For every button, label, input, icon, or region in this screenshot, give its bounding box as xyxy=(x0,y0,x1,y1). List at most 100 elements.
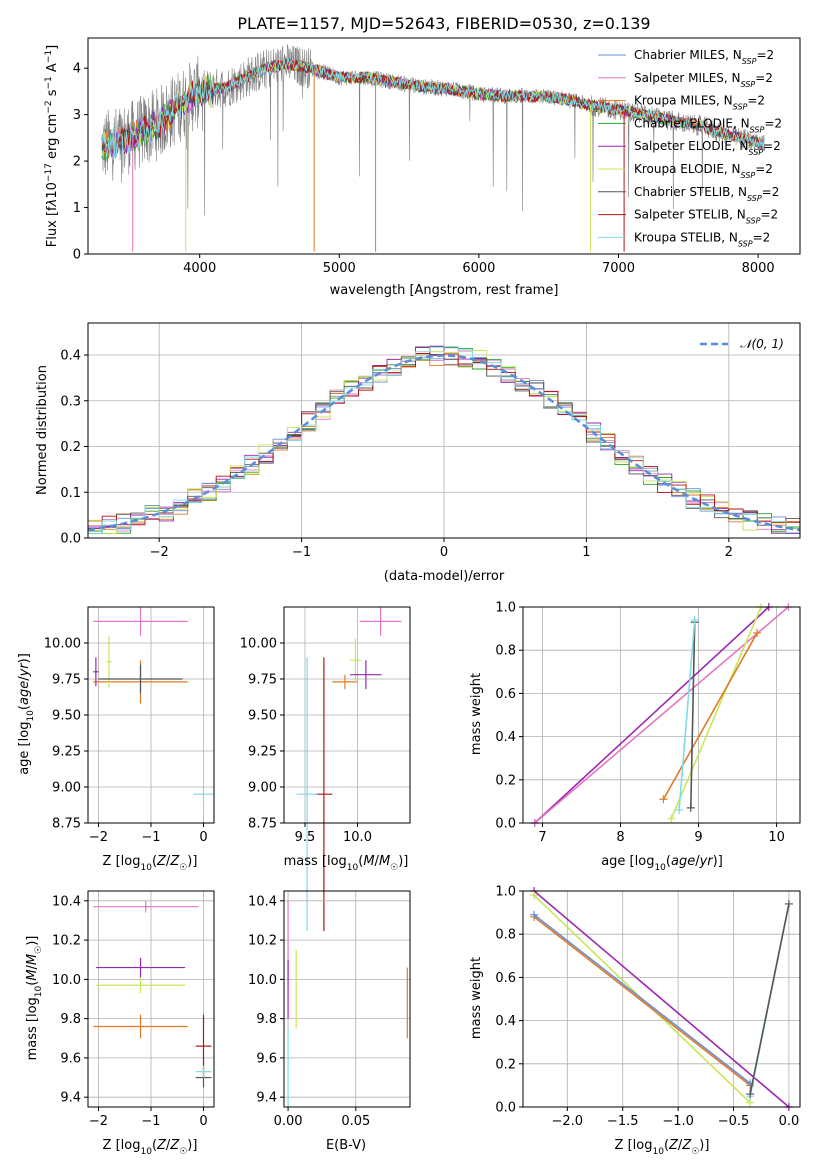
x-tick-label: 1 xyxy=(582,545,590,560)
legend-label: Chabrier MILES, NSSP=2 xyxy=(634,48,774,66)
x-tick-label: −1 xyxy=(141,1114,160,1129)
y-tick-label: 10.4 xyxy=(248,894,277,909)
y-tick-label: 10.0 xyxy=(248,973,277,988)
residual-xlabel: (data-model)/error xyxy=(384,569,505,584)
weight-marker xyxy=(659,795,668,804)
weight-marker xyxy=(753,628,762,637)
y-tick-label: 10.2 xyxy=(52,934,81,949)
residual-histogram xyxy=(88,358,800,530)
weight-line xyxy=(533,914,751,1084)
x-tick-label: 9.5 xyxy=(295,830,316,845)
spectrum-panel: 4000 5000 6000 7000 8000 0 1 2 3 4 wavelength [An… xyxy=(44,37,801,298)
axes-frame xyxy=(522,890,801,1108)
model-spectrum-line xyxy=(101,57,765,159)
weight-marker xyxy=(667,814,676,823)
y-tick-label: 0 xyxy=(73,248,81,263)
y-tick-label: 9.25 xyxy=(248,745,277,760)
mE-xlabel: E(B-V) xyxy=(326,1138,366,1153)
normal-distribution-curve xyxy=(88,354,800,532)
ageZ-xlabel: Z [log10(Z/Z☉)] xyxy=(103,854,198,873)
weight-line xyxy=(749,903,790,1095)
y-tick-label: 9.6 xyxy=(60,1051,81,1066)
residual-histogram xyxy=(88,346,800,534)
spectrum-ylabel: Flux [fλ10−17 erg cm−2 s−1 A−1] xyxy=(44,45,60,247)
x-tick-label: 10 xyxy=(768,830,785,845)
y-tick-label: 1 xyxy=(73,201,81,216)
y-tick-label: 0.4 xyxy=(495,1014,516,1029)
weight-line xyxy=(678,619,696,811)
residual-panel: −2 −1 0 1 2 0.0 0.1 0.2 0.3 0.4 (data-model)/erro… xyxy=(35,322,801,584)
y-tick-label: 9.75 xyxy=(248,673,277,688)
weight-vs-metallicity-panel: −2.0 −1.5 −1.0 −0.5 0.0 0.0 0.2 0.4 0.6 0.8 1.0 xyxy=(495,885,801,1129)
y-tick-label: 0.6 xyxy=(495,687,516,702)
legend-label: Salpeter MILES, NSSP=2 xyxy=(634,71,773,89)
y-tick-label: 10.0 xyxy=(52,973,81,988)
residual-ylabel: Normed distribution xyxy=(35,365,50,495)
wZ-ylabel: mass weight xyxy=(469,957,484,1039)
legend-label: Chabrier STELIB, NSSP=2 xyxy=(634,185,779,203)
x-tick-label: −2 xyxy=(150,545,169,560)
x-tick-label: 0 xyxy=(440,545,448,560)
mZ-ylabel: mass [log10(M/M☉)] xyxy=(25,936,44,1061)
weight-vs-age-panel: 7 8 9 10 0.0 0.2 0.4 0.6 0.8 1.0 xyxy=(495,601,801,845)
y-tick-label: 0.4 xyxy=(495,730,516,745)
model-spectrum-line xyxy=(101,59,765,154)
y-tick-label: 0.8 xyxy=(495,644,516,659)
y-tick-label: 0.0 xyxy=(495,817,516,832)
y-tick-label: 9.8 xyxy=(60,1012,81,1027)
x-tick-label: 0.0 xyxy=(779,1114,800,1129)
y-tick-label: 0.2 xyxy=(495,1057,516,1072)
weight-line xyxy=(533,916,751,1087)
x-tick-label: 10.0 xyxy=(343,830,372,845)
x-tick-label: 7 xyxy=(538,830,546,845)
mass-vs-extinction-panel: 0.00 0.05 9.4 9.6 9.8 10.0 10.2 10.4 xyxy=(248,890,411,1129)
y-tick-label: 9.4 xyxy=(256,1091,277,1106)
x-tick-label: 9 xyxy=(694,830,702,845)
age-vs-mass-panel: 9.5 10.0 8.75 9.00 9.25 9.50 9.75 10.00 xyxy=(240,606,411,931)
y-tick-label: 9.6 xyxy=(256,1051,277,1066)
x-tick-label: −1 xyxy=(292,545,311,560)
weight-marker xyxy=(784,899,793,908)
x-tick-label: 8000 xyxy=(742,261,775,276)
y-tick-label: 0.6 xyxy=(495,971,516,986)
axes-frame xyxy=(87,890,215,1108)
y-tick-label: 9.25 xyxy=(52,745,81,760)
y-tick-label: 9.50 xyxy=(52,709,81,724)
weight-line xyxy=(690,622,696,808)
legend-label: Salpeter ELODIE, NSSP=2 xyxy=(634,139,781,157)
y-tick-label: 0.4 xyxy=(60,349,81,364)
mass-vs-metallicity-panel: −2 −1 0 9.4 9.6 9.8 10.0 10.2 10.4 xyxy=(52,890,215,1129)
y-tick-label: 9.8 xyxy=(256,1012,277,1027)
legend-label: Kroupa ELODIE, NSSP=2 xyxy=(634,162,773,180)
x-tick-label: −0.5 xyxy=(718,1114,750,1129)
x-tick-label: −1 xyxy=(141,830,160,845)
weight-line xyxy=(662,632,758,800)
y-tick-label: 8.75 xyxy=(52,817,81,832)
weight-marker xyxy=(690,615,699,624)
x-tick-label: 5000 xyxy=(323,261,356,276)
x-tick-label: 0.05 xyxy=(341,1114,370,1129)
legend-label: Kroupa MILES, NSSP=2 xyxy=(634,94,765,112)
y-tick-label: 9.00 xyxy=(248,781,277,796)
y-tick-label: 9.4 xyxy=(60,1091,81,1106)
legend-label: Chabrier ELODIE, NSSP=2 xyxy=(634,116,782,133)
y-tick-label: 0.2 xyxy=(495,773,516,788)
weight-line xyxy=(534,606,770,824)
weight-marker xyxy=(530,891,539,900)
y-tick-label: 3 xyxy=(73,108,81,123)
mZ-xlabel: Z [log10(Z/Z☉)] xyxy=(103,1138,198,1157)
weight-marker xyxy=(675,806,684,815)
age-vs-metallicity-panel: −2 −1 0 8.75 9.00 9.25 9.50 9.75 10.00 xyxy=(44,606,215,845)
axes-frame xyxy=(522,606,801,824)
axes-frame xyxy=(283,606,411,824)
axes-frame xyxy=(87,606,215,824)
x-tick-label: 0 xyxy=(199,830,207,845)
y-tick-label: 9.50 xyxy=(248,709,277,724)
x-tick-label: 0.00 xyxy=(274,1114,303,1129)
y-tick-label: 0.1 xyxy=(60,486,81,501)
x-tick-label: 0 xyxy=(199,1114,207,1129)
y-tick-label: 9.00 xyxy=(52,781,81,796)
x-tick-label: 8 xyxy=(616,830,624,845)
spectrum-legend: Chabrier MILES, NSSP=2 Salpeter MILES, NS… xyxy=(598,48,782,248)
